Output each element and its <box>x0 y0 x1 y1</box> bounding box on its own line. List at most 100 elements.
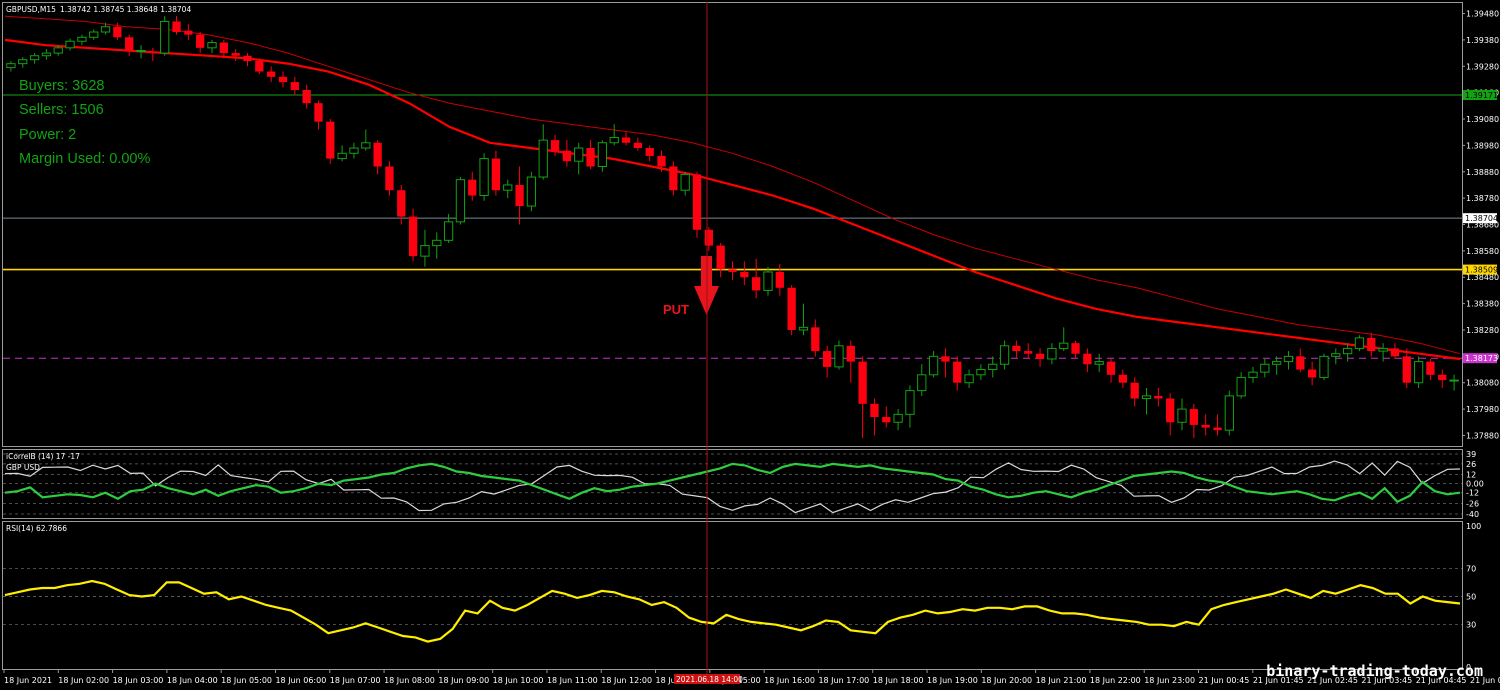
bull-candle-body <box>160 20 170 54</box>
bear-candle-body <box>550 140 560 151</box>
bear-candle-body <box>1201 424 1210 428</box>
bear-candle-body <box>468 179 477 196</box>
moving-average-slow <box>4 15 1461 355</box>
price-tick-label: 1.38780 <box>1466 194 1499 203</box>
bull-candle-body <box>1260 363 1270 373</box>
bull-candle-body <box>1094 361 1104 365</box>
price-panel[interactable]: 1.394801.393801.392801.391801.390801.389… <box>2 2 1500 447</box>
bear-candle-body <box>515 184 524 207</box>
time-tick-label: 18 Jun 12:00 <box>601 676 652 685</box>
bear-candle-body <box>184 30 193 35</box>
bear-candle-body <box>491 158 501 191</box>
rsi-panel[interactable]: 100 70 50 30 0 RSI(14) 62.7866 <box>2 521 1482 673</box>
candlesticks[interactable] <box>6 16 1459 439</box>
time-tick-label: 21 Jun 03:45 <box>1361 676 1412 685</box>
bull-candle-body <box>503 184 513 191</box>
symbol-header: GBPUSD,M15 <box>6 5 56 14</box>
rsi-tick-label: 50 <box>1466 593 1476 602</box>
moving-averages <box>4 15 1461 361</box>
price-axis: 1.394801.393801.392801.391801.390801.389… <box>1462 10 1499 440</box>
bull-candle-body <box>988 363 998 371</box>
price-tick-label: 1.38380 <box>1466 300 1499 309</box>
bull-candle-body <box>455 179 466 223</box>
price-level-badge <box>1463 353 1497 364</box>
moving-average-fast <box>4 38 1461 361</box>
time-tick-label: 21 Jun 00:45 <box>1199 676 1250 685</box>
bear-candle-body <box>882 416 891 423</box>
bear-candle-body <box>290 82 299 91</box>
bear-candle-body <box>787 287 796 330</box>
price-tick-label: 1.37880 <box>1466 431 1499 440</box>
bull-candle-body <box>1141 395 1152 400</box>
bull-candle-body <box>349 147 359 154</box>
bear-candle-body <box>1118 374 1128 383</box>
bull-candle-body <box>41 52 52 57</box>
correlation-pair: GBP USD <box>6 463 40 472</box>
bull-candle-body <box>1449 379 1459 382</box>
bear-candle-body <box>858 361 867 404</box>
sellers-label: Sellers: 1506 <box>19 102 104 118</box>
bull-candle-body <box>1248 371 1258 378</box>
price-level-badge-label: 1.38704 <box>1465 214 1498 223</box>
bear-candle-body <box>385 166 394 191</box>
price-tick-label: 1.39080 <box>1466 115 1499 124</box>
time-tick-label: 18 Jun 18:00 <box>873 676 924 685</box>
bull-candle-body <box>1319 355 1329 378</box>
price-tick-label: 1.38980 <box>1466 141 1499 150</box>
rsi-panel-border <box>2 521 1463 670</box>
bear-candle-body <box>1189 409 1198 425</box>
bear-candle-body <box>243 55 252 62</box>
bear-candle-body <box>953 361 962 383</box>
put-signal-label: PUT <box>663 302 689 317</box>
bear-candle-body <box>1154 395 1163 399</box>
bull-candle-body <box>1224 395 1234 431</box>
bull-candle-body <box>53 47 63 54</box>
bear-candle-body <box>1402 356 1411 383</box>
time-tick-label: 18 Jun 16:00 <box>764 676 815 685</box>
bear-candle-body <box>1426 361 1435 375</box>
price-tick-label: 1.38080 <box>1466 379 1499 388</box>
price-tick-label: 1.38880 <box>1466 168 1499 177</box>
bear-candle-body <box>752 277 761 291</box>
correlation-tick-label: 26 <box>1466 460 1476 469</box>
buyers-label: Buyers: 3628 <box>19 78 104 94</box>
bull-candle-body <box>538 139 548 178</box>
correlation-panel-border <box>2 449 1463 519</box>
price-level-badge <box>1463 90 1497 101</box>
time-tick-label: 18 Jun 06:00 <box>275 676 326 685</box>
time-tick-label: 18 Jun 05:00 <box>221 676 272 685</box>
horizontal-levels[interactable]: 1.39171 1.38704 1.38509 1.38173 <box>3 90 1498 364</box>
time-tick-label: 18 Jun 03:00 <box>113 676 164 685</box>
bear-candle-body <box>621 137 631 143</box>
bull-candle-body <box>917 374 927 392</box>
bull-candle-body <box>597 142 608 167</box>
bear-candle-body <box>822 351 832 367</box>
margin-label: Margin Used: 0.00% <box>19 151 150 167</box>
time-tick-label: 18 Jun 19:00 <box>927 676 978 685</box>
time-tick-label: 18 Jun 10:00 <box>493 676 544 685</box>
bull-candle-body <box>18 59 28 65</box>
bull-candle-body <box>136 49 146 52</box>
bull-candle-body <box>337 152 347 160</box>
bull-candle-body <box>928 355 939 376</box>
bull-candle-body <box>1283 355 1294 363</box>
bull-candle-body <box>976 369 986 376</box>
bear-candle-body <box>1213 427 1222 431</box>
bear-candle-body <box>692 174 702 230</box>
rsi-tick-label: 70 <box>1466 564 1476 573</box>
bear-candle-body <box>302 90 311 104</box>
bear-candle-body <box>586 148 595 167</box>
bear-candle-body <box>1024 351 1033 354</box>
correlation-line-green <box>4 462 1461 504</box>
bull-candle-body <box>207 42 217 49</box>
bear-candle-body <box>716 245 725 270</box>
bull-candle-body <box>798 326 809 331</box>
rsi-tick-label: 100 <box>1466 522 1481 531</box>
price-level-badge <box>1463 213 1497 224</box>
bull-candle-body <box>1272 361 1282 365</box>
price-level-badge-label: 1.38173 <box>1465 354 1498 363</box>
price-level-badge-label: 1.39171 <box>1465 91 1498 100</box>
